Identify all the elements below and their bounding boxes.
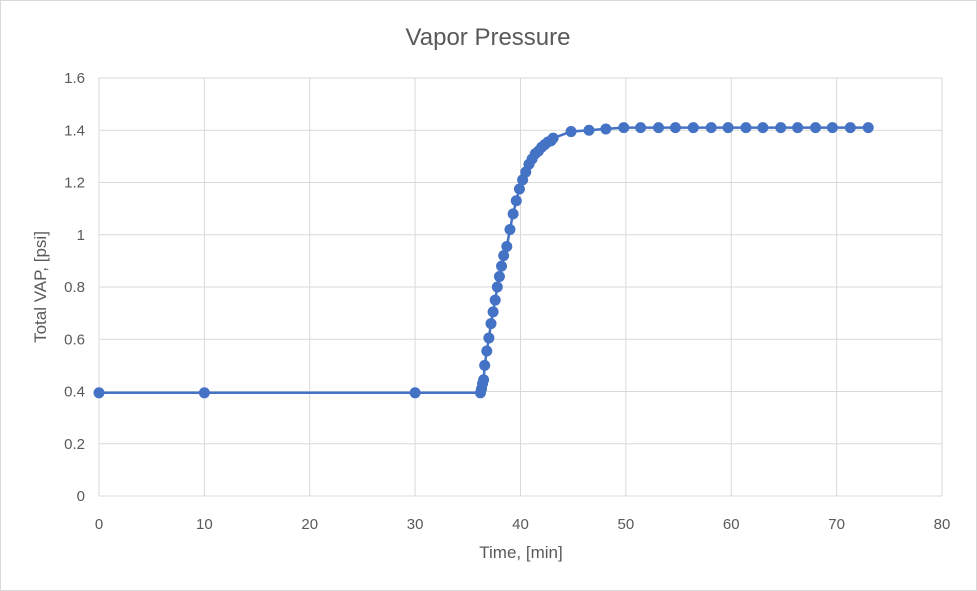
data-point <box>653 122 665 134</box>
data-point <box>722 122 734 134</box>
data-point <box>501 241 513 253</box>
data-point <box>93 387 105 399</box>
data-point <box>479 359 491 371</box>
chart-title: Vapor Pressure <box>406 24 571 51</box>
data-point <box>583 124 595 136</box>
data-point <box>844 122 856 134</box>
x-tick-label: 70 <box>828 516 845 533</box>
data-point <box>485 318 497 330</box>
data-point <box>198 387 210 399</box>
data-point <box>669 122 681 134</box>
y-axis-title: Total VAP, [psi] <box>31 231 50 343</box>
data-point <box>409 387 421 399</box>
x-tick-label: 80 <box>934 516 951 533</box>
data-point <box>565 126 577 138</box>
x-tick-label: 30 <box>407 516 424 533</box>
data-point <box>498 250 510 262</box>
data-point <box>826 122 838 134</box>
data-point <box>810 122 822 134</box>
x-tick-label: 0 <box>95 516 103 533</box>
data-point <box>705 122 717 134</box>
x-tick-label: 10 <box>196 516 213 533</box>
data-point <box>483 332 495 344</box>
data-point <box>687 122 699 134</box>
y-tick-label: 0.2 <box>64 436 85 453</box>
tick-labels: 0 0.2 0.4 0.6 0.8 1 1.2 1.4 1.6 0 10 20 30 40 50 60 70 80 <box>64 70 950 533</box>
data-point <box>775 122 787 134</box>
y-tick-label: 1.6 <box>64 70 85 87</box>
data-point <box>547 132 559 144</box>
x-tick-label: 60 <box>723 516 740 533</box>
y-tick-label: 1.2 <box>64 175 85 192</box>
data-point <box>740 122 752 134</box>
data-point <box>757 122 769 134</box>
data-point <box>481 345 493 357</box>
data-point <box>513 183 525 195</box>
y-tick-label: 0 <box>77 488 85 505</box>
y-tick-label: 1 <box>77 227 85 244</box>
data-point <box>510 195 522 207</box>
data-point <box>496 260 508 272</box>
gridlines <box>98 77 943 497</box>
y-tick-label: 1.4 <box>64 122 85 139</box>
x-tick-label: 50 <box>618 516 635 533</box>
data-point <box>491 281 503 293</box>
data-point <box>507 208 519 220</box>
y-tick-label: 0.4 <box>64 384 85 401</box>
data-point <box>493 271 505 283</box>
series <box>93 122 874 399</box>
data-point <box>504 224 516 236</box>
x-axis-title: Time, [min] <box>479 543 562 562</box>
data-point <box>489 294 501 306</box>
x-tick-label: 20 <box>301 516 318 533</box>
x-tick-label: 40 <box>512 516 529 533</box>
data-point <box>862 122 874 134</box>
data-point <box>618 122 630 134</box>
data-point <box>487 306 499 318</box>
data-point <box>600 123 612 135</box>
data-point <box>635 122 647 134</box>
data-point <box>478 374 490 386</box>
data-point <box>792 122 804 134</box>
y-tick-label: 0.8 <box>64 279 85 296</box>
y-tick-label: 0.6 <box>64 331 85 348</box>
